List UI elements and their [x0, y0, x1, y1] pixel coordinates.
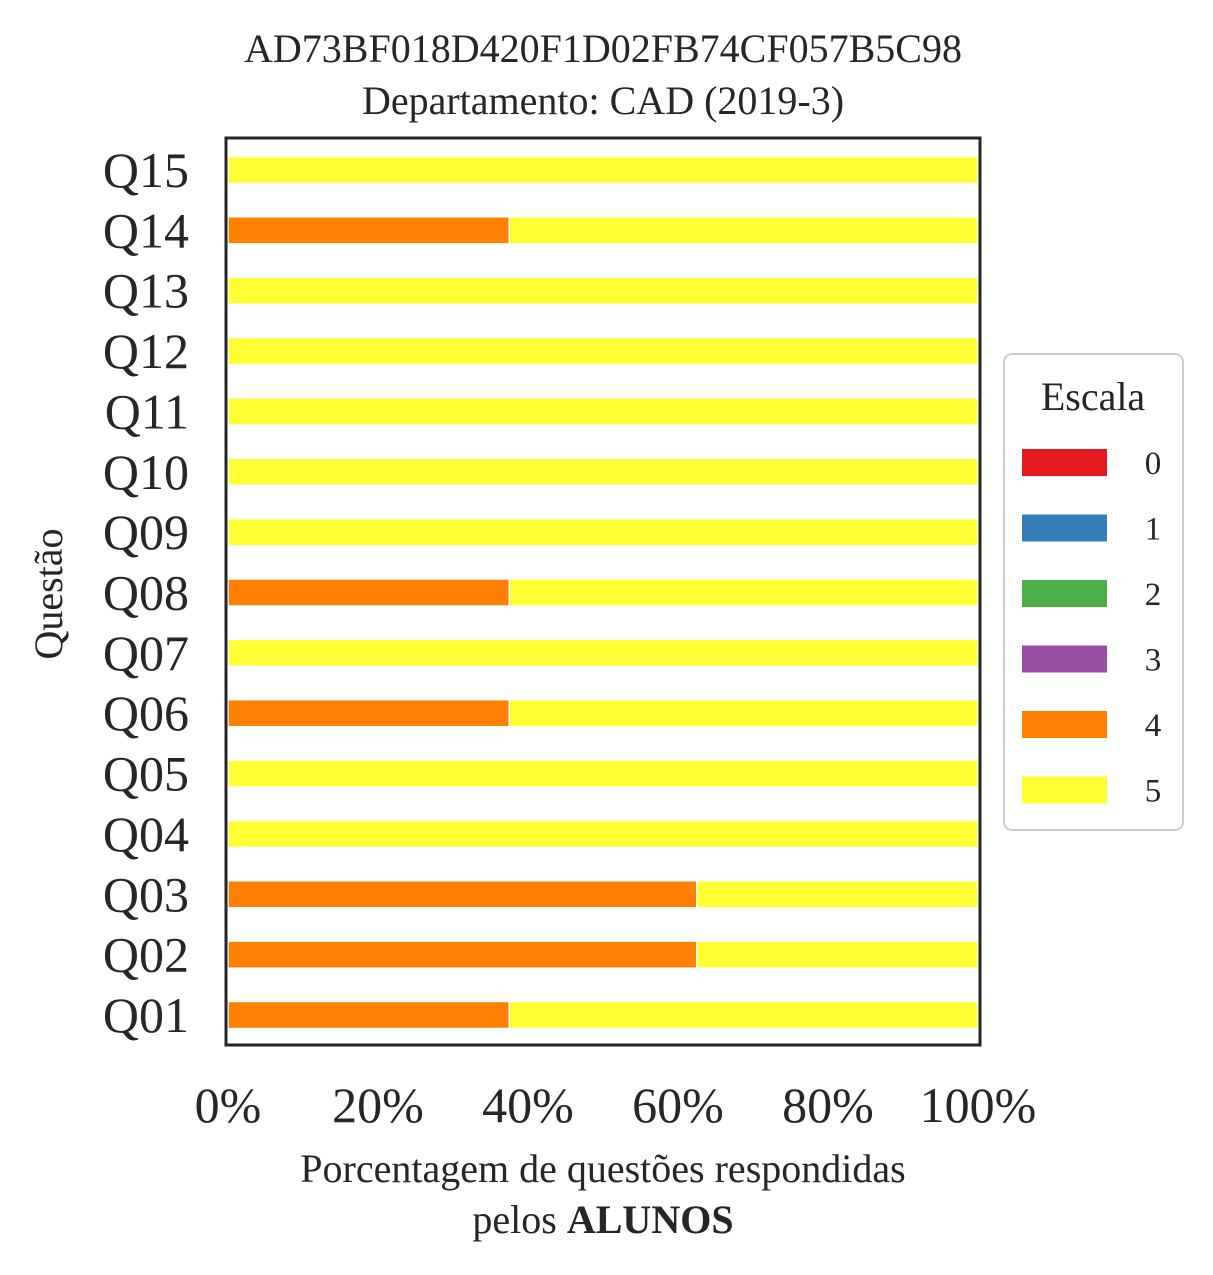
bar-q03-scale-5	[696, 880, 979, 909]
bar-q02-scale-4	[227, 940, 698, 969]
y-tick-label-q02: Q02	[103, 927, 189, 983]
y-tick-label-q07: Q07	[103, 625, 189, 681]
legend-label-4: 4	[1145, 708, 1162, 744]
y-tick-label-q04: Q04	[103, 806, 189, 862]
bar-q12-scale-5	[227, 336, 979, 366]
bars-group	[227, 155, 979, 1030]
bar-q06-scale-5	[508, 698, 979, 728]
bar-q14-scale-5	[508, 216, 979, 245]
legend-swatch-3	[1022, 645, 1107, 673]
bar-q10-scale-5	[227, 457, 979, 487]
bar-q07-scale-5	[227, 638, 979, 668]
bar-q11-scale-5	[227, 397, 979, 426]
x-tick-label-4: 80%	[782, 1077, 874, 1133]
x-axis-label-line1: Porcentagem de questões respondidas	[300, 1146, 905, 1191]
x-tick-label-1: 20%	[332, 1077, 424, 1133]
legend-label-1: 1	[1145, 512, 1162, 548]
x-tick-label-0: 0%	[195, 1077, 262, 1133]
bar-q01-scale-4	[227, 1000, 510, 1030]
bar-q08-scale-4	[227, 578, 510, 607]
legend-swatch-2	[1022, 580, 1107, 607]
x-axis-label-bold: ALUNOS	[567, 1197, 734, 1242]
y-tick-labels: Q01Q02Q03Q04Q05Q06Q07Q08Q09Q10Q11Q12Q13Q…	[103, 142, 189, 1043]
x-axis-label-prefix: pelos	[472, 1197, 566, 1242]
y-tick-label-q08: Q08	[103, 565, 189, 621]
legend-label-2: 2	[1145, 577, 1162, 613]
bar-q09-scale-5	[227, 517, 979, 547]
y-tick-label-q10: Q10	[103, 444, 189, 500]
legend-label-0: 0	[1145, 446, 1162, 482]
plot-frame	[224, 136, 982, 1047]
x-tick-label-5: 100%	[920, 1077, 1037, 1133]
legend-swatch-1	[1022, 514, 1107, 542]
chart-title: AD73BF018D420F1D02FB74CF057B5C98	[244, 26, 962, 71]
y-tick-label-q01: Q01	[103, 987, 189, 1043]
y-tick-label-q06: Q06	[103, 685, 189, 741]
bar-q08-scale-5	[508, 578, 979, 607]
bar-q15-scale-5	[227, 155, 979, 185]
bar-q06-scale-4	[227, 698, 510, 728]
legend-label-3: 3	[1145, 643, 1162, 679]
legend: Escala 0 1 2 3 4 5	[1003, 353, 1184, 831]
x-tick-label-3: 60%	[632, 1077, 724, 1133]
legend-swatch-4	[1022, 711, 1107, 738]
y-tick-label-q09: Q09	[103, 504, 189, 560]
chart-subtitle: Departamento: CAD (2019-3)	[362, 78, 844, 123]
y-axis-label: Questão	[26, 528, 71, 659]
bar-q13-scale-5	[227, 276, 979, 305]
legend-swatch-0	[1022, 449, 1107, 476]
y-tick-label-q12: Q12	[103, 323, 189, 379]
y-tick-label-q13: Q13	[103, 263, 189, 319]
bar-q03-scale-4	[227, 880, 698, 909]
legend-label-5: 5	[1145, 774, 1162, 810]
legend-title: Escala	[1041, 374, 1146, 419]
x-axis-label-line2: pelos ALUNOS	[472, 1197, 733, 1242]
y-tick-label-q03: Q03	[103, 866, 189, 922]
y-tick-label-q11: Q11	[105, 383, 189, 439]
bar-q04-scale-5	[227, 819, 979, 849]
bar-q14-scale-4	[227, 216, 510, 245]
y-tick-label-q15: Q15	[103, 142, 189, 198]
bar-q01-scale-5	[508, 1000, 979, 1030]
bar-q05-scale-5	[227, 759, 979, 788]
legend-items: 0 1 2 3 4 5	[1022, 446, 1161, 810]
y-tick-label-q05: Q05	[103, 746, 189, 802]
bar-q02-scale-5	[696, 940, 979, 969]
x-tick-labels: 0% 20% 40% 60% 80% 100%	[195, 1077, 1037, 1133]
y-tick-label-q14: Q14	[103, 202, 189, 258]
x-tick-label-2: 40%	[482, 1077, 574, 1133]
legend-swatch-5	[1022, 776, 1107, 804]
